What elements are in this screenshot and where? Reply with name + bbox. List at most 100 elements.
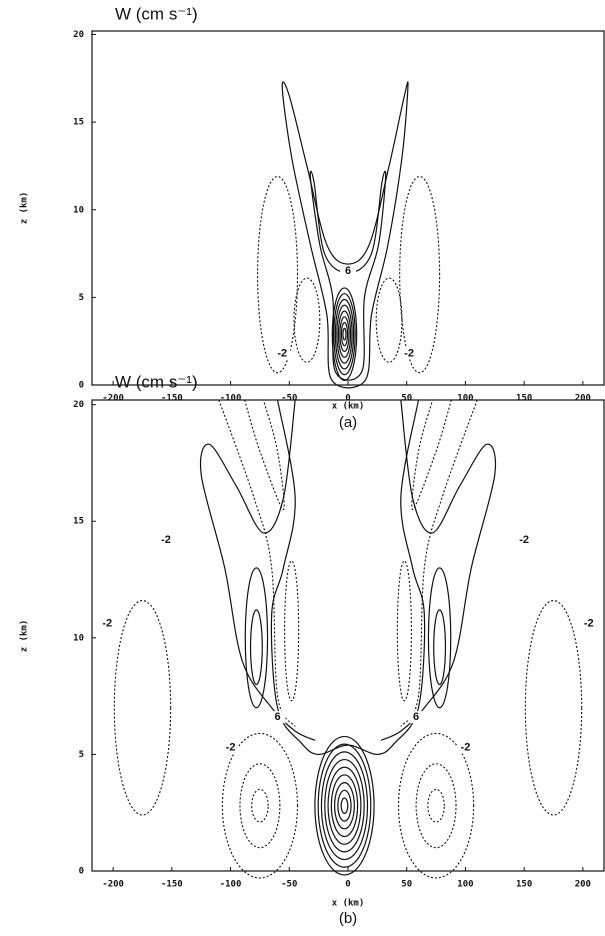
x-tick-label: -200 — [102, 394, 124, 404]
y-tick-label: 5 — [79, 750, 84, 760]
contour-line — [284, 560, 300, 702]
contour-line — [113, 599, 172, 816]
x-tick-label: 0 — [345, 394, 350, 404]
x-tick-label: -150 — [161, 880, 183, 890]
contour-label: 6 — [345, 265, 351, 277]
contour-line — [397, 732, 475, 879]
contour-label-bg — [408, 711, 425, 724]
panel-label: (a) — [339, 414, 357, 431]
contour-line — [400, 399, 478, 727]
contour-line — [334, 298, 355, 370]
contour-line — [340, 797, 349, 815]
contour-line — [331, 287, 358, 382]
contour-line — [333, 293, 356, 376]
contour-line — [239, 763, 281, 849]
contour-label-bg — [274, 347, 291, 360]
x-tick-label: 150 — [516, 394, 532, 404]
contour-label-bg — [157, 533, 174, 546]
contour-line — [281, 81, 409, 389]
contour-label-bg — [340, 265, 356, 278]
contour-line — [327, 766, 362, 845]
contour-label-bg — [401, 347, 418, 360]
x-tick-label: -200 — [102, 880, 124, 890]
y-tick-label: 0 — [79, 867, 84, 877]
panel-title: W (cm s⁻¹) — [115, 372, 198, 391]
contour-label: -2 — [102, 618, 112, 630]
contour-line — [218, 399, 296, 727]
y-tick-label: 20 — [73, 30, 84, 40]
contour-label: -2 — [226, 741, 236, 753]
contour-line — [415, 763, 457, 849]
x-axis-label: x (km) — [332, 899, 365, 909]
contour-line — [399, 175, 441, 374]
contour-label: -2 — [584, 618, 594, 630]
contour-line — [257, 175, 299, 374]
contour-line — [427, 567, 452, 709]
contour-line — [244, 567, 269, 709]
contour-line — [249, 609, 263, 686]
panel: W (cm s⁻¹)-200 -150 -100 -50 0 50 100 150 200051… — [20, 372, 605, 927]
contour-line — [270, 399, 426, 756]
x-tick-label: -50 — [281, 880, 297, 890]
x-tick-label: 100 — [457, 394, 473, 404]
contour-line — [375, 277, 403, 363]
contour-line — [433, 609, 447, 686]
contour-line — [221, 732, 299, 879]
contour-line — [334, 782, 355, 830]
contour-label-bg — [516, 533, 533, 546]
contour-line — [320, 751, 369, 861]
contour-label: -2 — [461, 741, 471, 753]
contour-line — [380, 399, 497, 741]
contour-line — [330, 774, 359, 838]
x-tick-label: -150 — [161, 394, 183, 404]
contour-line — [293, 277, 321, 363]
contour-label: -2 — [404, 347, 414, 359]
x-tick-label: 100 — [457, 880, 473, 890]
contour-line — [251, 788, 269, 823]
x-tick-label: 200 — [575, 394, 591, 404]
x-tick-label: -100 — [220, 880, 242, 890]
contour-label-bg — [580, 617, 597, 630]
y-tick-label: 15 — [73, 118, 84, 128]
x-tick-label: 50 — [401, 880, 412, 890]
x-tick-label: 200 — [575, 880, 591, 890]
contour-line — [340, 322, 349, 347]
contour-line — [427, 788, 445, 823]
contour-label: -2 — [519, 534, 529, 546]
x-tick-label: 150 — [516, 880, 532, 890]
x-tick-label: -50 — [281, 394, 297, 404]
contour-label: 6 — [413, 711, 419, 723]
contour-line — [337, 310, 352, 358]
contour-line — [244, 399, 285, 511]
y-tick-label: 15 — [73, 517, 84, 527]
y-axis-label: z (km) — [20, 620, 30, 653]
panel-label: (b) — [339, 910, 357, 927]
panel-title: W (cm s⁻¹) — [115, 4, 198, 23]
contour-line — [309, 170, 387, 381]
contour-line — [314, 735, 375, 876]
contour-label: 6 — [274, 711, 280, 723]
contour-label-bg — [457, 741, 474, 754]
panel: W (cm s⁻¹) -200 -150 -100 -50 0 50 100 150 200 0 5 1… — [20, 4, 605, 431]
y-tick-label: 5 — [79, 293, 84, 303]
y-tick-label: 10 — [73, 633, 84, 643]
contour-line — [342, 327, 347, 341]
contour-line — [411, 399, 452, 511]
x-tick-label: 50 — [401, 394, 412, 404]
x-tick-label: 0 — [345, 880, 350, 890]
y-tick-label: 0 — [79, 381, 84, 391]
contour-line — [317, 743, 372, 868]
contour-line — [336, 304, 353, 364]
x-axis-label: x (km) — [332, 402, 365, 412]
y-axis-label: z (km) — [20, 192, 30, 225]
y-tick-label: 10 — [73, 205, 84, 215]
contour-label-bg — [99, 617, 116, 630]
contour-label: -2 — [277, 347, 287, 359]
contour-line — [199, 399, 316, 741]
y-tick-label: 20 — [73, 400, 84, 410]
contour-label-bg — [269, 711, 286, 724]
plot-frame — [91, 399, 605, 872]
contour-label: -2 — [161, 534, 171, 546]
x-tick-label: -100 — [220, 394, 242, 404]
